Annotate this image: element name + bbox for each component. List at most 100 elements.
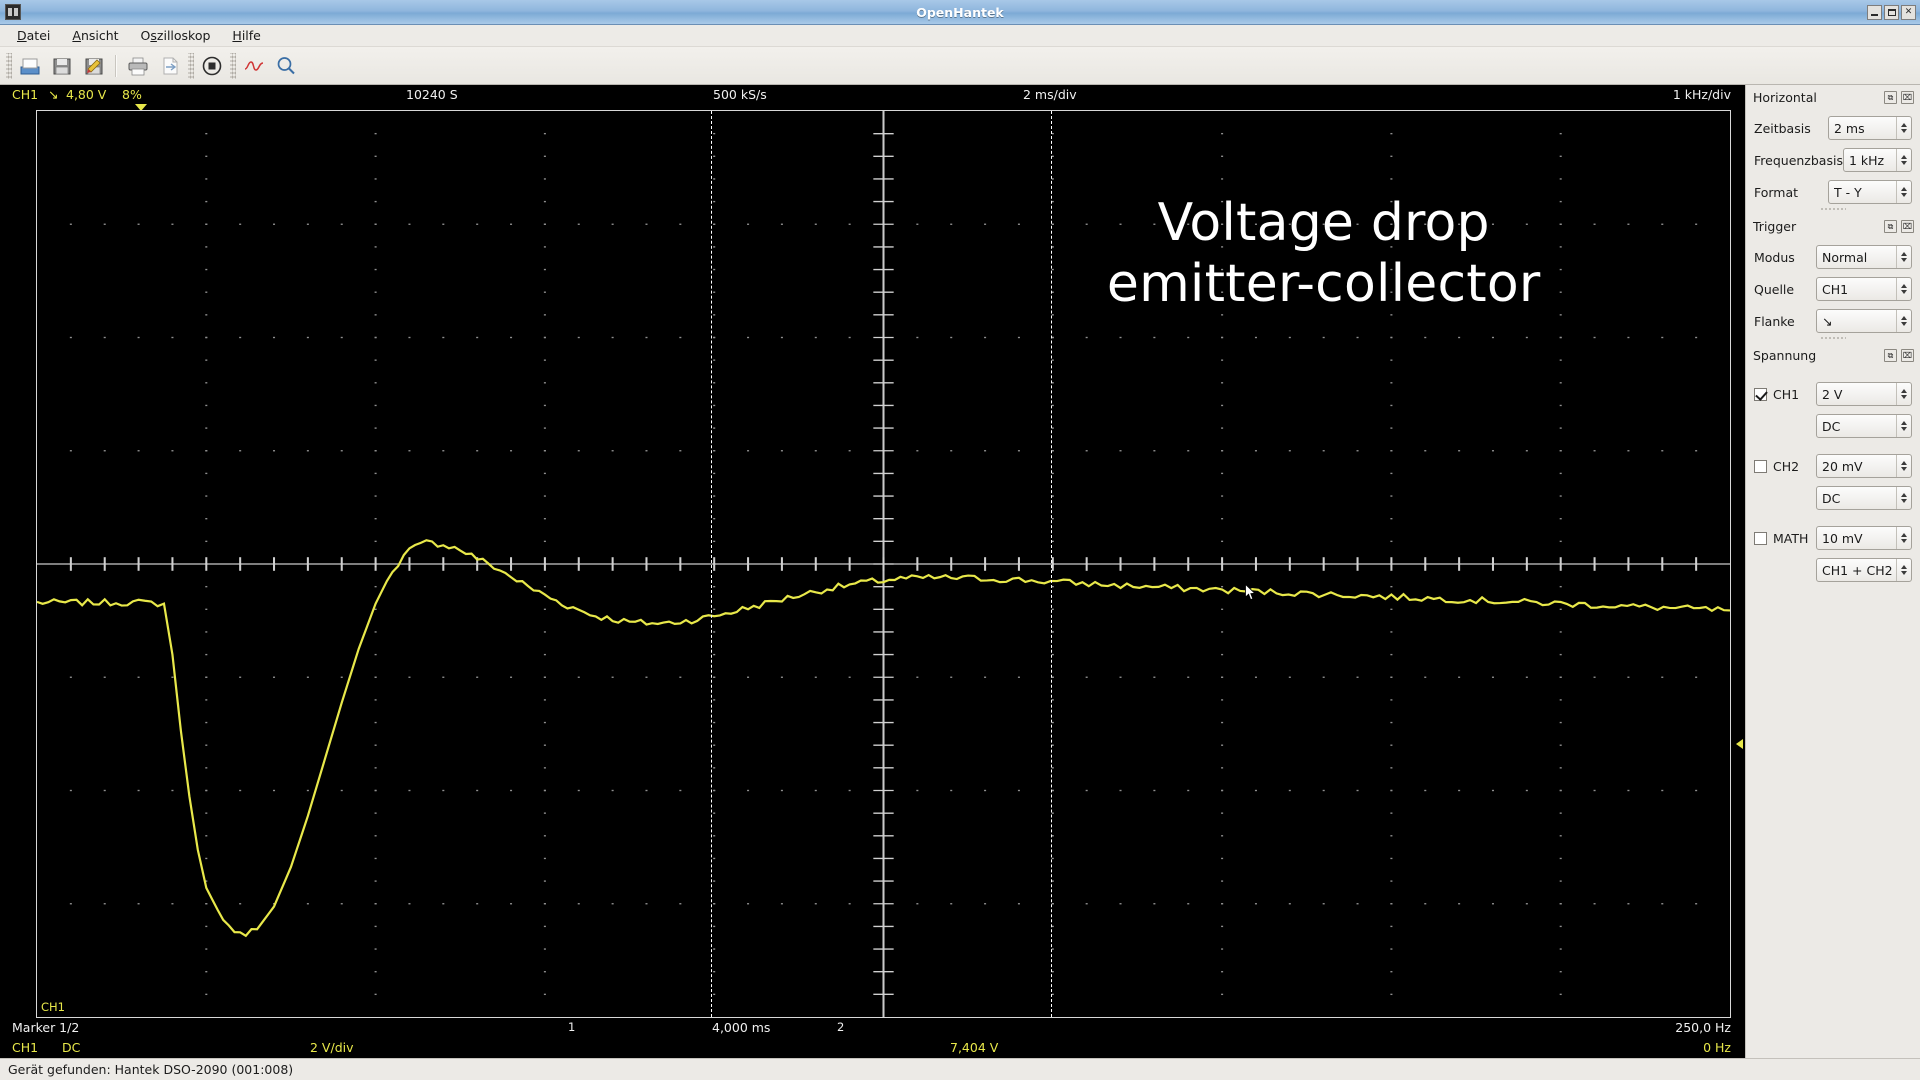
quelle-combo[interactable]: CH1 — [1816, 277, 1912, 301]
close-button[interactable]: ✕ — [1901, 4, 1916, 20]
spannung-close-icon[interactable]: ⌧ — [1901, 348, 1914, 362]
ch2-coupling-combo[interactable]: DC — [1816, 486, 1912, 510]
menu-ansicht-label: nsicht — [80, 28, 119, 43]
menu-bar: Datei Ansicht Oszilloskop Hilfe — [0, 25, 1920, 47]
ch1-coupling-value: DC — [1822, 418, 1841, 434]
scope-display[interactable]: CH1 ↘ 4,80 V 8% 10240 S 500 kS/s 2 ms/di… — [0, 85, 1745, 1058]
zeitbasis-value: 2 ms — [1834, 120, 1865, 136]
modus-combo[interactable]: Normal — [1816, 245, 1912, 269]
toolbar — [0, 47, 1920, 85]
frequenzbasis-stepper-icon[interactable] — [1896, 149, 1911, 171]
row-zeitbasis: Zeitbasis 2 ms — [1754, 115, 1912, 141]
save-icon[interactable] — [47, 51, 77, 81]
header-timebase: 2 ms/div — [1023, 87, 1077, 102]
quelle-value: CH1 — [1822, 281, 1849, 297]
header-slope-icon: ↘ — [48, 87, 59, 102]
row-math-mode: CH1 + CH2 — [1754, 557, 1912, 583]
menu-ansicht[interactable]: Ansicht — [61, 26, 129, 45]
ch1-offset-handle[interactable] — [1736, 739, 1743, 750]
trigger-float-icon[interactable]: ⧉ — [1884, 219, 1897, 233]
quelle-stepper-icon[interactable] — [1896, 278, 1911, 300]
trigger-position-marker[interactable] — [135, 104, 147, 111]
header-channel: CH1 — [12, 87, 39, 102]
flanke-combo[interactable]: ↘ — [1816, 309, 1912, 333]
spannung-title-label: Spannung — [1753, 347, 1817, 363]
toolbar-grip[interactable] — [6, 52, 12, 79]
dock-separator-1[interactable] — [1746, 205, 1920, 214]
plot-grid — [37, 111, 1730, 1017]
menu-datei[interactable]: Datei — [6, 26, 61, 45]
menu-ansicht-mnemonic: A — [72, 28, 81, 43]
marker-line-1[interactable] — [710, 111, 712, 1017]
zoom-icon[interactable] — [271, 51, 301, 81]
ch1-gain-stepper-icon[interactable] — [1896, 383, 1911, 405]
footer-marker-label: Marker 1/2 — [12, 1020, 80, 1035]
ch2-gain-combo[interactable]: 20 mV — [1816, 454, 1912, 478]
footer-gain: 2 V/div — [310, 1040, 354, 1055]
maximize-button[interactable] — [1884, 4, 1899, 20]
math-checkbox[interactable] — [1754, 531, 1767, 545]
math-gain-combo[interactable]: 10 mV — [1816, 526, 1912, 550]
flanke-value: ↘ — [1822, 313, 1833, 329]
modus-stepper-icon[interactable] — [1896, 246, 1911, 268]
record-icon[interactable] — [197, 51, 227, 81]
menu-hilfe-label: ilfe — [241, 28, 261, 43]
dock-section-trigger-title: Trigger ⧉ ⌧ — [1746, 214, 1920, 238]
format-stepper-icon[interactable] — [1896, 181, 1911, 203]
status-bar: Gerät gefunden: Hantek DSO-2090 (001:008… — [0, 1058, 1920, 1080]
frequenzbasis-label: Frequenzbasis — [1754, 152, 1843, 168]
menu-hilfe[interactable]: Hilfe — [221, 26, 271, 45]
row-ch2: CH2 20 mV — [1754, 453, 1912, 479]
minimize-button[interactable] — [1867, 4, 1882, 20]
ch1-label: CH1 — [1773, 386, 1800, 402]
math-mode-value: CH1 + CH2 — [1822, 562, 1893, 578]
horizontal-close-icon[interactable]: ⌧ — [1901, 90, 1914, 104]
modus-label: Modus — [1754, 249, 1795, 265]
scope-footer: Marker 1/2 4,000 ms 250,0 Hz CH1 DC 2 V/… — [0, 1020, 1745, 1058]
ch2-gain-stepper-icon[interactable] — [1896, 455, 1911, 477]
format-combo[interactable]: T - Y — [1828, 180, 1912, 204]
ch1-checkbox[interactable] — [1754, 387, 1767, 401]
title-bar: OpenHantek ✕ — [0, 0, 1920, 25]
math-gain-stepper-icon[interactable] — [1896, 527, 1911, 549]
waveform-plot[interactable]: Voltage drop emitter-collector CH1 — [36, 110, 1731, 1018]
math-label: MATH — [1773, 530, 1809, 546]
horizontal-float-icon[interactable]: ⧉ — [1884, 90, 1897, 104]
plot-wrapper: Voltage drop emitter-collector CH1 1 2 M… — [0, 104, 1745, 1058]
marker-line-2[interactable] — [1051, 111, 1053, 1017]
flanke-label: Flanke — [1754, 313, 1795, 329]
flanke-stepper-icon[interactable] — [1896, 310, 1911, 332]
row-ch2-coupling: DC — [1754, 485, 1912, 511]
frequenzbasis-combo[interactable]: 1 kHz — [1842, 148, 1912, 172]
dock-section-spannung-title: Spannung ⧉ ⌧ — [1746, 343, 1920, 367]
zeitbasis-combo[interactable]: 2 ms — [1828, 116, 1912, 140]
ch2-coupling-stepper-icon[interactable] — [1896, 487, 1911, 509]
menu-oszilloskop-label: zilloskop — [156, 28, 211, 43]
toolbar-grip-2[interactable] — [188, 52, 194, 79]
ch1-coupling-combo[interactable]: DC — [1816, 414, 1912, 438]
ch2-gain-value: 20 mV — [1822, 458, 1863, 474]
math-mode-stepper-icon[interactable] — [1896, 559, 1911, 581]
math-mode-combo[interactable]: CH1 + CH2 — [1816, 558, 1912, 582]
ch2-checkbox[interactable] — [1754, 459, 1767, 473]
menu-oszilloskop[interactable]: Oszilloskop — [130, 26, 222, 45]
dock-separator-2[interactable] — [1746, 334, 1920, 343]
spannung-float-icon[interactable]: ⧉ — [1884, 348, 1897, 362]
row-ch1-coupling: DC — [1754, 413, 1912, 439]
export-icon[interactable] — [155, 51, 185, 81]
footer-marker-time: 4,000 ms — [712, 1020, 771, 1035]
main-content: CH1 ↘ 4,80 V 8% 10240 S 500 kS/s 2 ms/di… — [0, 85, 1920, 1058]
new-document-icon[interactable] — [15, 51, 45, 81]
zeitbasis-stepper-icon[interactable] — [1896, 117, 1911, 139]
toolbar-grip-3[interactable] — [230, 52, 236, 79]
save-as-icon[interactable] — [79, 51, 109, 81]
ch1-coupling-stepper-icon[interactable] — [1896, 415, 1911, 437]
marker-label-1: 1 — [568, 1020, 576, 1034]
footer-coupling: DC — [62, 1040, 81, 1055]
header-freqbase: 1 kHz/div — [1672, 87, 1731, 102]
ch1-gain-combo[interactable]: 2 V — [1816, 382, 1912, 406]
print-icon[interactable] — [123, 51, 153, 81]
waveform-icon[interactable] — [239, 51, 269, 81]
trigger-close-icon[interactable]: ⌧ — [1901, 219, 1914, 233]
